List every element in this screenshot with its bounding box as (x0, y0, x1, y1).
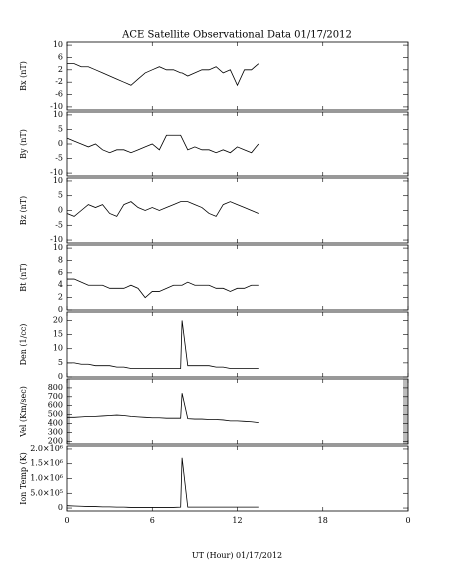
y-tick-label: 0 (58, 206, 63, 215)
data-line (66, 134, 260, 154)
y-axis-label: Bz (nT) (19, 196, 28, 225)
panel-frame (66, 445, 409, 512)
panel-frame (66, 177, 409, 244)
y-tick-label: -6 (55, 90, 63, 99)
y-axis-label: Bx (nT) (19, 61, 28, 91)
y-tick-label: -5 (55, 154, 63, 163)
x-tick-label: 6 (150, 516, 155, 525)
data-line (66, 457, 259, 508)
y-tick-label: 15 (53, 330, 63, 339)
y-tick-label: 500 (48, 410, 63, 419)
y-axis-label: By (nT) (19, 129, 28, 159)
y-tick-label: -2 (55, 77, 63, 86)
y-tick-label: 5 (58, 358, 63, 367)
y-tick-label: 300 (48, 427, 63, 436)
data-line (67, 320, 259, 369)
x-tick-label: 12 (232, 516, 242, 525)
data-line (67, 63, 260, 87)
y-tick-label: 700 (48, 392, 63, 401)
y-tick-label: 5 (58, 124, 63, 133)
y-tick-label: -10 (50, 168, 63, 177)
x-axis-label: UT (Hour) 01/17/2012 (192, 551, 282, 560)
y-tick-label: 4 (58, 280, 63, 289)
y-tick-label: 1.5×10⁶ (30, 459, 63, 468)
data-line (67, 393, 259, 424)
panel-frame (66, 111, 409, 177)
y-tick-label: 1.0×10⁶ (30, 474, 63, 483)
y-tick-label: 600 (48, 401, 63, 410)
y-axis-label: Bt (nT) (19, 263, 28, 291)
y-tick-label: 20 (53, 315, 63, 324)
y-tick-label: 6 (58, 52, 63, 61)
chart-title: ACE Satellite Observational Data 01/17/2… (121, 30, 352, 41)
y-tick-label: 5.0×10⁵ (30, 488, 63, 497)
y-tick-label: 0 (58, 305, 63, 314)
y-tick-label: 10 (53, 344, 63, 353)
y-tick-label: -5 (55, 220, 63, 229)
range-shade (403, 379, 408, 444)
y-tick-label: 200 (48, 436, 63, 445)
panel-frame (66, 244, 409, 311)
y-tick-label: 5 (58, 191, 63, 200)
x-tick-label: 18 (318, 516, 328, 525)
y-tick-label: -10 (50, 235, 63, 244)
y-tick-label: -10 (50, 102, 63, 111)
y-tick-label: 2 (58, 293, 63, 302)
y-tick-label: 6 (58, 268, 63, 277)
y-axis-label: Den (1/cc) (19, 324, 28, 366)
y-tick-label: 0 (58, 139, 63, 148)
y-tick-label: 10 (53, 40, 63, 49)
panel-frame (66, 41, 409, 111)
y-tick-label: 10 (53, 243, 63, 252)
y-tick-label: 2.0×10⁶ (30, 444, 63, 453)
y-tick-label: 0 (58, 372, 63, 381)
y-axis-label: Vel (Km/sec) (19, 386, 28, 438)
y-tick-label: 800 (48, 383, 63, 392)
y-tick-label: 2 (58, 65, 63, 74)
y-tick-label: 10 (53, 110, 63, 119)
panel-frame (66, 378, 409, 445)
range-shade (67, 379, 70, 444)
data-line (66, 201, 259, 217)
x-tick-label: 0 (64, 516, 69, 525)
y-axis-label: Ion Temp (K) (19, 452, 28, 505)
y-tick-label: 0 (58, 503, 63, 512)
y-tick-label: 10 (53, 176, 63, 185)
data-line (67, 278, 259, 299)
y-tick-label: 8 (58, 255, 63, 264)
x-tick-label: 0 (405, 516, 410, 525)
y-tick-label: 400 (48, 419, 63, 428)
